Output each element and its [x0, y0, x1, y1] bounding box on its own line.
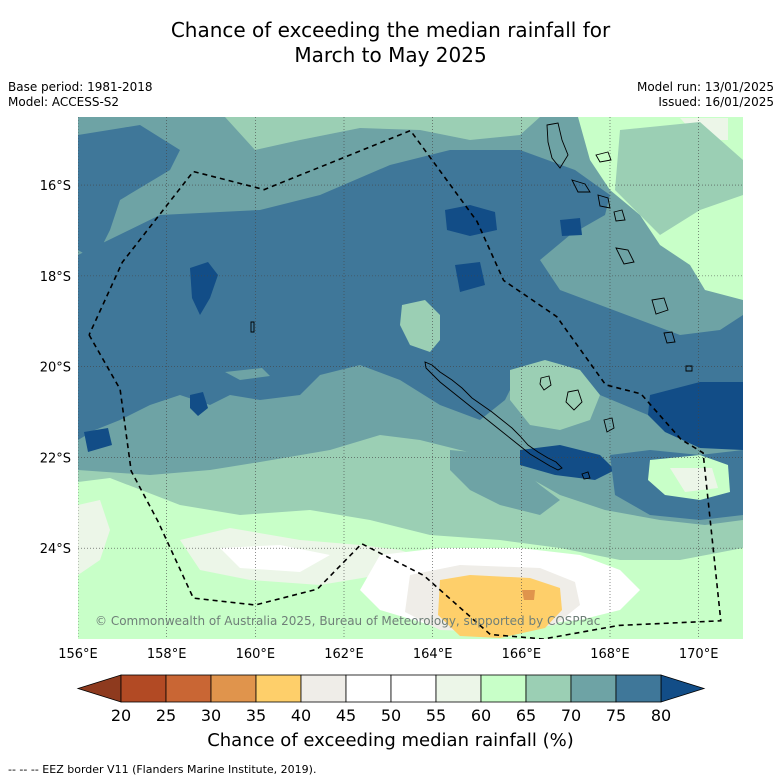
field-mid-teal-south [450, 450, 560, 515]
colorbar-tick-label: 25 [156, 706, 176, 725]
map-title: Chance of exceeding the median rainfall … [0, 18, 781, 68]
field-darkest-nc-south [520, 445, 615, 480]
colorbar-swatch [525, 674, 572, 703]
lon-tick-label: 160°E [236, 647, 276, 662]
probability-field [78, 117, 743, 639]
lat-tick-label: 16°S [40, 179, 71, 194]
coast-isle-of-pines [581, 471, 591, 480]
field-darkest-1 [445, 205, 497, 236]
colorbar-swatch [435, 674, 482, 703]
coastlines [250, 122, 693, 480]
field-deep-blue-main [78, 125, 743, 445]
lon-tick-label: 168°E [590, 647, 630, 662]
coast-vanuatu-1 [546, 122, 569, 169]
eez-border [88, 129, 722, 639]
colorbar-over-arrow [660, 674, 706, 703]
field-teal-island-centre [400, 300, 440, 352]
colorbar-tick-label: 50 [381, 706, 401, 725]
lat-tick-label: 20°S [40, 361, 71, 376]
model-run: Model run: 13/01/2025 [636, 80, 774, 94]
field-darkest-2 [190, 262, 218, 315]
field-darkest-5 [190, 392, 208, 416]
colorbar-swatch [300, 674, 347, 703]
coast-vanuatu-4 [597, 194, 611, 209]
coast-chesterfield [250, 321, 255, 333]
coast-loyalty-1 [539, 375, 552, 391]
colorbar-tick-label: 80 [651, 706, 671, 725]
meta-right: Model run: 13/01/2025 Issued: 16/01/2025 [637, 80, 774, 110]
colorbar-tick-label: 20 [111, 706, 131, 725]
axis-labels: 156°E 158°E 160°E 162°E 164°E 166°E 168°E 170°E… [40, 179, 719, 662]
lon-tick-label: 158°E [147, 647, 187, 662]
eez-footnote: -- -- -- EEZ border V11 (Flanders Marine… [8, 763, 317, 776]
field-white-west [78, 500, 110, 575]
coast-vanuatu-2 [595, 151, 612, 163]
lon-tick-label: 170°E [679, 647, 719, 662]
meta-left: Base period: 1981-2018 Model: ACCESS-S2 [8, 80, 153, 110]
colorbar-swatch [390, 674, 437, 703]
field-darkest-6 [84, 428, 112, 452]
colorbar-tick-label: 70 [561, 706, 581, 725]
base-period: Base period: 1981-2018 [8, 80, 153, 94]
colorbar: 20 25 30 35 40 45 50 55 60 65 70 75 80 [76, 674, 706, 725]
colorbar-tick-label: 75 [606, 706, 626, 725]
coast-loyalty-2 [565, 389, 583, 411]
lon-tick-label: 156°E [58, 647, 98, 662]
coast-vanuatu-5 [613, 209, 626, 222]
field-mid-teal-west [225, 368, 270, 380]
coast-new-caledonia [424, 361, 563, 471]
lon-tick-label: 166°E [502, 647, 542, 662]
colorbar-swatch [255, 674, 302, 703]
lat-tick-label: 22°S [40, 451, 71, 466]
coast-vanuatu-9 [685, 365, 693, 372]
eez-border-line [88, 129, 722, 639]
field-white-south-2 [220, 545, 330, 572]
colorbar-swatch [615, 674, 662, 703]
model-name: Model: ACCESS-S2 [8, 95, 120, 109]
field-teal-nc [510, 360, 600, 430]
copyright-notice: © Commonwealth of Australia 2025, Bureau… [95, 614, 601, 628]
coast-vanuatu-8 [663, 331, 676, 344]
colorbar-swatch [480, 674, 527, 703]
colorbar-tick-label: 35 [246, 706, 266, 725]
colorbar-swatch [345, 674, 392, 703]
lat-tick-label: 24°S [40, 542, 71, 557]
colorbar-tick-label: 40 [291, 706, 311, 725]
coast-vanuatu-3 [571, 179, 591, 193]
colorbar-swatch [210, 674, 257, 703]
issued-date: Issued: 16/01/2025 [658, 95, 774, 109]
lon-tick-label: 164°E [413, 647, 453, 662]
colorbar-tick-label: 45 [336, 706, 356, 725]
field-orange-dark-south [522, 590, 535, 600]
colorbar-tick-label: 55 [426, 706, 446, 725]
field-darkest-3 [455, 262, 485, 292]
colorbar-tick-label: 65 [516, 706, 536, 725]
title-line-2: March to May 2025 [294, 43, 487, 67]
colorbar-under-arrow [76, 674, 122, 703]
colorbar-tick-label: 60 [471, 706, 491, 725]
coast-vanuatu-6 [615, 247, 635, 265]
colorbar-tick-label: 30 [201, 706, 221, 725]
gridlines [78, 117, 743, 639]
coast-vanuatu-7 [651, 297, 669, 315]
colorbar-label: Chance of exceeding median rainfall (%) [207, 730, 574, 751]
field-darkest-east [648, 382, 743, 450]
lat-tick-label: 18°S [40, 270, 71, 285]
field-darkest-4 [560, 218, 582, 236]
colorbar-swatch [570, 674, 617, 703]
field-teal-light-nw [225, 117, 540, 150]
field-teal-light-ne [615, 122, 743, 235]
colorbar-swatch [165, 674, 212, 703]
coast-loyalty-3 [603, 417, 615, 433]
lon-tick-label: 162°E [324, 647, 364, 662]
title-line-1: Chance of exceeding the median rainfall … [170, 18, 611, 42]
colorbar-swatch [120, 674, 167, 703]
